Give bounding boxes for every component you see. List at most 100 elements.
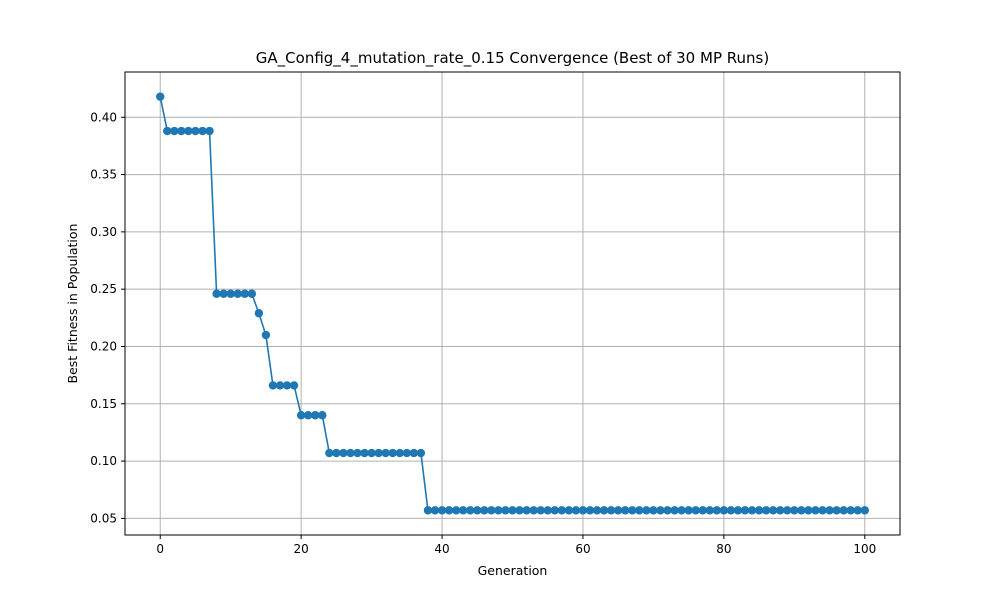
plot-frame <box>124 71 901 536</box>
data-point <box>642 506 651 515</box>
data-point <box>776 506 785 515</box>
data-point <box>811 506 820 515</box>
data-point <box>571 506 581 515</box>
data-point <box>226 289 235 298</box>
data-point <box>437 506 447 515</box>
data-point <box>367 448 376 458</box>
data-point <box>733 506 743 515</box>
data-point <box>466 506 475 515</box>
data-point <box>656 506 665 515</box>
data-point <box>754 506 764 515</box>
data-point <box>374 448 383 458</box>
data-point <box>761 506 771 515</box>
data-point <box>677 506 686 515</box>
data-point <box>832 506 841 515</box>
data-point <box>628 506 637 515</box>
data-point <box>522 506 531 515</box>
data-point <box>564 506 574 515</box>
data-point <box>818 506 827 515</box>
y-tick-label: 0.10 <box>90 454 117 468</box>
data-point <box>303 411 313 420</box>
data-point <box>543 506 552 515</box>
axis-ticks: 0 20 40 60 80 100 0.05 0.10 0.15 0.20 0.25 0.30 0.35… <box>90 110 876 556</box>
data-point <box>156 92 165 101</box>
data-point <box>240 289 249 298</box>
data-point <box>254 309 264 318</box>
data-point <box>395 448 404 458</box>
data-point <box>282 381 292 390</box>
data-point <box>719 506 729 515</box>
data-point <box>621 506 630 515</box>
data-point <box>663 506 672 515</box>
x-tick-label: 0 <box>156 542 164 556</box>
grid-lines <box>125 72 900 535</box>
data-point <box>790 506 799 515</box>
data-point <box>318 411 327 420</box>
data-point <box>804 506 813 515</box>
x-axis-label: Generation <box>478 563 548 578</box>
data-point <box>198 126 207 136</box>
y-tick-label: 0.35 <box>90 168 117 182</box>
x-tick-label: 60 <box>575 542 590 556</box>
data-point <box>536 506 545 515</box>
data-point <box>578 506 588 515</box>
data-point <box>275 381 285 390</box>
data-point <box>388 448 397 458</box>
data-point <box>268 381 278 390</box>
data-point <box>557 506 567 515</box>
y-tick-label: 0.05 <box>90 511 117 525</box>
data-point <box>444 506 454 515</box>
data-point <box>768 506 778 515</box>
y-axis-label: Best Fitness in Population <box>65 224 80 384</box>
data-point <box>712 506 722 515</box>
data-point <box>311 411 320 420</box>
x-tick-label: 80 <box>716 542 731 556</box>
data-point <box>515 506 524 515</box>
data-point <box>480 506 489 515</box>
data-point <box>747 506 757 515</box>
data-point <box>839 506 848 515</box>
y-tick-label: 0.25 <box>90 282 117 296</box>
data-point <box>797 506 806 515</box>
data-point <box>430 506 440 515</box>
data-point <box>726 506 736 515</box>
data-point <box>205 126 214 136</box>
data-point <box>585 506 595 515</box>
data-point <box>825 506 834 515</box>
data-point <box>860 506 869 515</box>
data-point <box>416 448 426 458</box>
data-point <box>740 506 750 515</box>
data-point <box>853 506 862 515</box>
data-point <box>846 506 855 515</box>
y-tick-label: 0.30 <box>90 225 117 239</box>
data-point <box>360 448 369 458</box>
data-point <box>691 506 700 515</box>
y-tick-label: 0.40 <box>90 110 117 124</box>
data-point <box>684 506 693 515</box>
data-point <box>177 126 186 136</box>
data-point <box>592 506 602 515</box>
data-point <box>458 506 468 515</box>
data-point <box>670 506 679 515</box>
data-point <box>508 506 517 515</box>
data-point <box>212 289 221 298</box>
data-point <box>423 506 433 515</box>
data-point <box>494 506 503 515</box>
data-point <box>296 411 306 420</box>
chart-title: GA_Config_4_mutation_rate_0.15 Convergen… <box>256 49 769 68</box>
data-point <box>599 506 609 515</box>
data-point <box>325 448 334 458</box>
x-tick-label: 40 <box>434 542 449 556</box>
data-point <box>233 289 242 298</box>
data-point <box>184 126 193 136</box>
data-point <box>409 448 419 458</box>
data-point <box>346 448 355 458</box>
data-point <box>613 506 623 515</box>
data-point <box>381 448 390 458</box>
data-point <box>550 506 559 515</box>
x-tick-label: 20 <box>293 542 308 556</box>
data-point <box>191 126 200 136</box>
data-point <box>451 506 461 515</box>
